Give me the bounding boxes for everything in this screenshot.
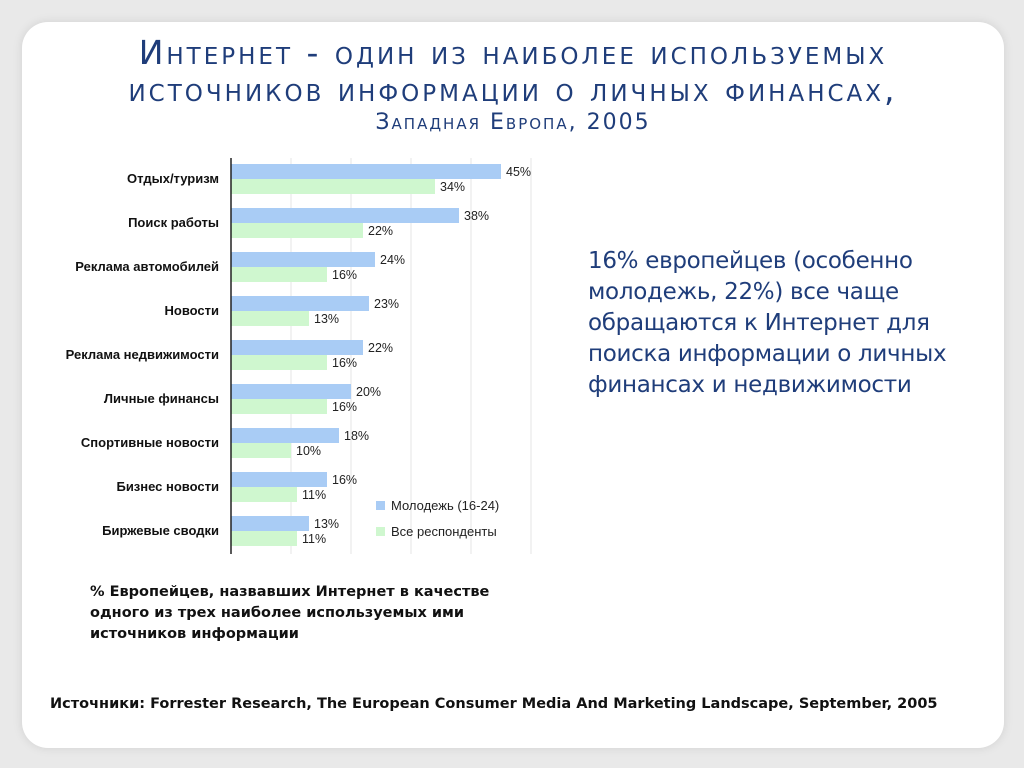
bar-youth — [231, 428, 339, 443]
legend-label-all: Все респонденты — [391, 524, 497, 539]
data-label: 20% — [356, 385, 381, 399]
bar-chart: Отдых/туризм 45% 34% Поиск работы 38% 22% Рекл… — [66, 158, 532, 554]
bar-all — [231, 399, 327, 414]
data-label: 45% — [506, 165, 531, 179]
bar-all — [231, 487, 297, 502]
slide-title: Интернет - один из наиболее используемых… — [22, 36, 1004, 134]
category-label: Новости — [164, 303, 219, 318]
legend-label-youth: Молодежь (16-24) — [391, 498, 500, 513]
bar-all — [231, 311, 309, 326]
chart-footnote: % Европейцев, назвавших Интернет в качес… — [90, 584, 490, 642]
bar-youth — [231, 296, 369, 311]
data-label: 13% — [314, 517, 339, 531]
data-label: 38% — [464, 209, 489, 223]
bar-youth — [231, 252, 375, 267]
bar-youth — [231, 164, 501, 179]
data-label: 24% — [380, 253, 405, 267]
bar-all — [231, 531, 297, 546]
bar-all — [231, 223, 363, 238]
title-line-3: Западная Европа, 2005 — [375, 110, 651, 135]
bar-youth — [231, 340, 363, 355]
category-label: Реклама недвижимости — [66, 347, 219, 362]
data-label: 13% — [314, 312, 339, 326]
category-label: Поиск работы — [128, 215, 219, 230]
data-label: 16% — [332, 473, 357, 487]
category-label: Личные финансы — [104, 391, 219, 406]
bar-all — [231, 267, 327, 282]
bar-youth — [231, 516, 309, 531]
title-line-2: источников информации о личных финансах, — [128, 70, 898, 109]
bar-youth — [231, 384, 351, 399]
data-label: 18% — [344, 429, 369, 443]
data-label: 10% — [296, 444, 321, 458]
data-label: 34% — [440, 180, 465, 194]
category-label: Спортивные новости — [81, 435, 219, 450]
category-label: Реклама автомобилей — [75, 259, 219, 274]
data-label: 22% — [368, 341, 393, 355]
data-label: 22% — [368, 224, 393, 238]
legend-item-youth: Молодежь (16-24) — [376, 498, 499, 513]
data-label: 11% — [302, 532, 326, 546]
bar-youth — [231, 472, 327, 487]
data-label: 16% — [332, 356, 357, 370]
bar-youth — [231, 208, 459, 223]
callout-text: 16% европейцев (особенно молодежь, 22%) … — [588, 248, 947, 398]
legend-item-all: Все респонденты — [376, 524, 497, 539]
category-label: Биржевые сводки — [102, 523, 219, 538]
category-label: Отдых/туризм — [127, 171, 219, 186]
data-label: 16% — [332, 400, 357, 414]
legend-swatch-all — [376, 527, 385, 537]
source-citation: Источники: Forrester Research, The Europ… — [50, 696, 938, 712]
data-label: 16% — [332, 268, 357, 282]
legend-swatch-youth — [376, 501, 385, 511]
bar-all — [231, 443, 291, 458]
category-label: Бизнес новости — [116, 479, 219, 494]
bar-all — [231, 179, 435, 194]
title-line-1: Интернет - один из наиболее используемых — [138, 33, 888, 72]
data-label: 11% — [302, 488, 326, 502]
data-label: 23% — [374, 297, 399, 311]
bar-all — [231, 355, 327, 370]
slide: Интернет - один из наиболее используемых… — [22, 22, 1004, 748]
